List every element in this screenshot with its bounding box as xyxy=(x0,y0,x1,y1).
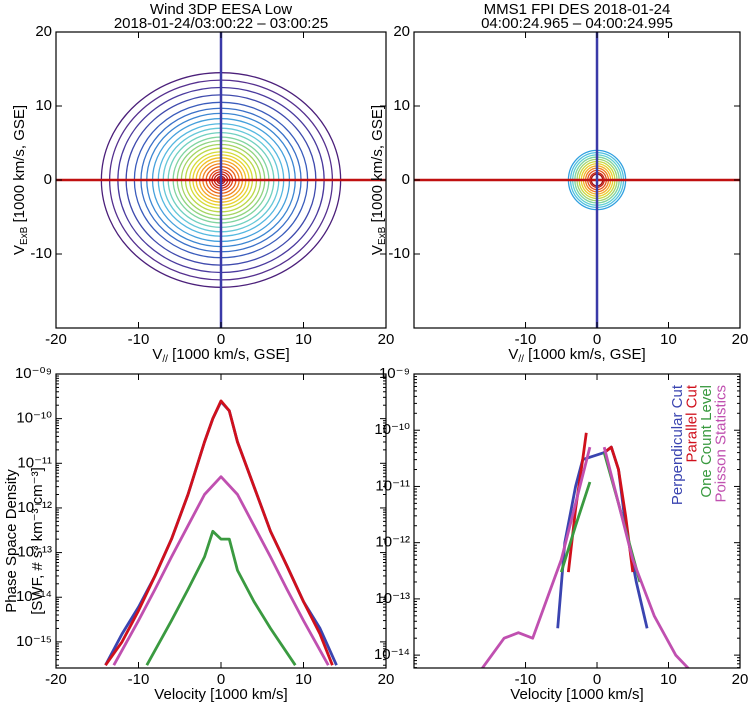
chart-title: 2018-01-24/03:00:22 – 03:00:25 xyxy=(114,15,328,32)
x-tick-label: -20 xyxy=(45,671,67,688)
y-tick-label: 10⁻⁰⁹ xyxy=(15,365,52,382)
plot-area xyxy=(480,432,690,668)
x-axis-label: V// [1000 km/s, GSE] xyxy=(152,346,289,365)
x-tick-label: 20 xyxy=(378,331,395,348)
x-tick-label: 10 xyxy=(295,671,312,688)
plot-frame xyxy=(413,31,741,329)
y-axis-label: VExB [1000 km/s, GSE] xyxy=(11,105,30,255)
series-line xyxy=(480,446,592,668)
plot-area xyxy=(414,32,740,328)
y-tick-label: 10⁻⁹ xyxy=(379,365,410,382)
panel: -10 0 10 20 10⁻⁹ 10⁻¹⁰ 10⁻¹¹ 10⁻¹² 10⁻¹³ 10⁻¹⁴ Vel… xyxy=(374,365,748,703)
plot-frame xyxy=(55,373,387,669)
y-tick-label: 10⁻¹⁴ xyxy=(16,588,52,605)
y-axis-label-rest: [1000 km/s, GSE] xyxy=(11,105,28,227)
y-axis-label-main: V xyxy=(11,245,28,255)
y-axis-label-sub: ExB xyxy=(377,226,388,245)
series-line xyxy=(559,481,592,573)
y-axis-label: VExB [1000 km/s, GSE] xyxy=(369,105,388,255)
plot-area xyxy=(104,399,338,667)
x-tick-label: 0 xyxy=(593,671,601,688)
y-tick-label: 10⁻¹² xyxy=(375,534,410,551)
y-tick-label: 10⁻¹¹ xyxy=(375,477,410,494)
y-tick-label: 10⁻¹⁰ xyxy=(374,421,410,438)
plot-frame xyxy=(55,31,387,329)
x-axis-label: Velocity [1000 km/s] xyxy=(510,686,643,703)
x-tick-label: 0 xyxy=(217,671,225,688)
x-axis-label: Velocity [1000 km/s] xyxy=(154,686,287,703)
x-tick-label: 0 xyxy=(217,331,225,348)
plot-area xyxy=(56,32,386,328)
y-tick-label: -10 xyxy=(30,245,52,262)
x-tick-label: -10 xyxy=(515,331,537,348)
x-tick-label: 0 xyxy=(593,331,601,348)
y-tick-label: 10⁻¹³ xyxy=(17,544,52,561)
x-tick-label: 10 xyxy=(660,331,677,348)
y-axis-label: [SWF, # s³ km⁻³ cm⁻³] xyxy=(29,467,46,615)
x-axis-label-sub: // xyxy=(518,354,524,365)
x-axis-label-main: V xyxy=(508,346,518,363)
x-tick-label: 20 xyxy=(378,671,395,688)
y-tick-label: 20 xyxy=(35,23,52,40)
series-line xyxy=(104,399,334,667)
x-tick-label: 20 xyxy=(732,671,749,688)
y-tick-label: 10⁻¹⁴ xyxy=(374,646,410,663)
y-tick-label: 10⁻¹¹ xyxy=(17,454,52,471)
x-tick-label: -10 xyxy=(515,671,537,688)
y-tick-label: 10 xyxy=(393,97,410,114)
x-tick-label: 10 xyxy=(295,331,312,348)
y-tick-label: 10⁻¹² xyxy=(17,499,52,516)
y-axis-label-main: V xyxy=(369,245,386,255)
x-tick-label: 20 xyxy=(732,331,749,348)
y-tick-label: 10 xyxy=(35,97,52,114)
legend-entry: Perpendicular Cut xyxy=(669,384,686,505)
chart-title: 04:00:24.965 – 04:00:24.995 xyxy=(481,15,673,32)
x-axis-label-rest: [1000 km/s, GSE] xyxy=(524,346,646,363)
y-tick-label: -10 xyxy=(388,245,410,262)
x-tick-label: -10 xyxy=(128,671,150,688)
legend-entry: Parallel Cut xyxy=(683,384,700,462)
x-axis-label-sub: // xyxy=(162,354,168,365)
x-tick-label: -10 xyxy=(128,331,150,348)
legend-entry: One Count Level xyxy=(698,385,715,498)
panel: -20 -10 0 10 20 10⁻⁰⁹ 10⁻¹⁰ 10⁻¹¹ 10⁻¹² 10⁻¹³ 10⁻¹… xyxy=(3,365,394,703)
chart-title: MMS1 FPI DES 2018-01-24 xyxy=(484,1,671,18)
series-line xyxy=(104,400,338,666)
y-axis-label-rest: [1000 km/s, GSE] xyxy=(369,105,386,227)
y-tick-label: 10⁻¹⁰ xyxy=(16,410,52,427)
y-tick-label: 0 xyxy=(402,171,410,188)
series-line xyxy=(145,529,297,666)
series-line xyxy=(602,446,690,668)
x-axis-label-rest: [1000 km/s, GSE] xyxy=(168,346,290,363)
y-tick-label: 20 xyxy=(393,23,410,40)
y-tick-label: 10⁻¹³ xyxy=(375,590,410,607)
y-tick-label: 0 xyxy=(44,171,52,188)
chart-title: Wind 3DP EESA Low xyxy=(150,1,292,18)
x-axis-label-main: V xyxy=(152,346,162,363)
y-axis-label: Phase Space Density xyxy=(3,469,20,613)
x-axis-label: V// [1000 km/s, GSE] xyxy=(508,346,645,365)
y-tick-label: 10⁻¹⁵ xyxy=(16,633,52,650)
x-tick-label: 10 xyxy=(660,671,677,688)
y-axis-label-sub: ExB xyxy=(19,226,30,245)
x-tick-label: -20 xyxy=(45,331,67,348)
plot-frame xyxy=(413,373,741,669)
series-line xyxy=(112,475,330,666)
legend-entry: Poisson Statistics xyxy=(712,385,729,503)
